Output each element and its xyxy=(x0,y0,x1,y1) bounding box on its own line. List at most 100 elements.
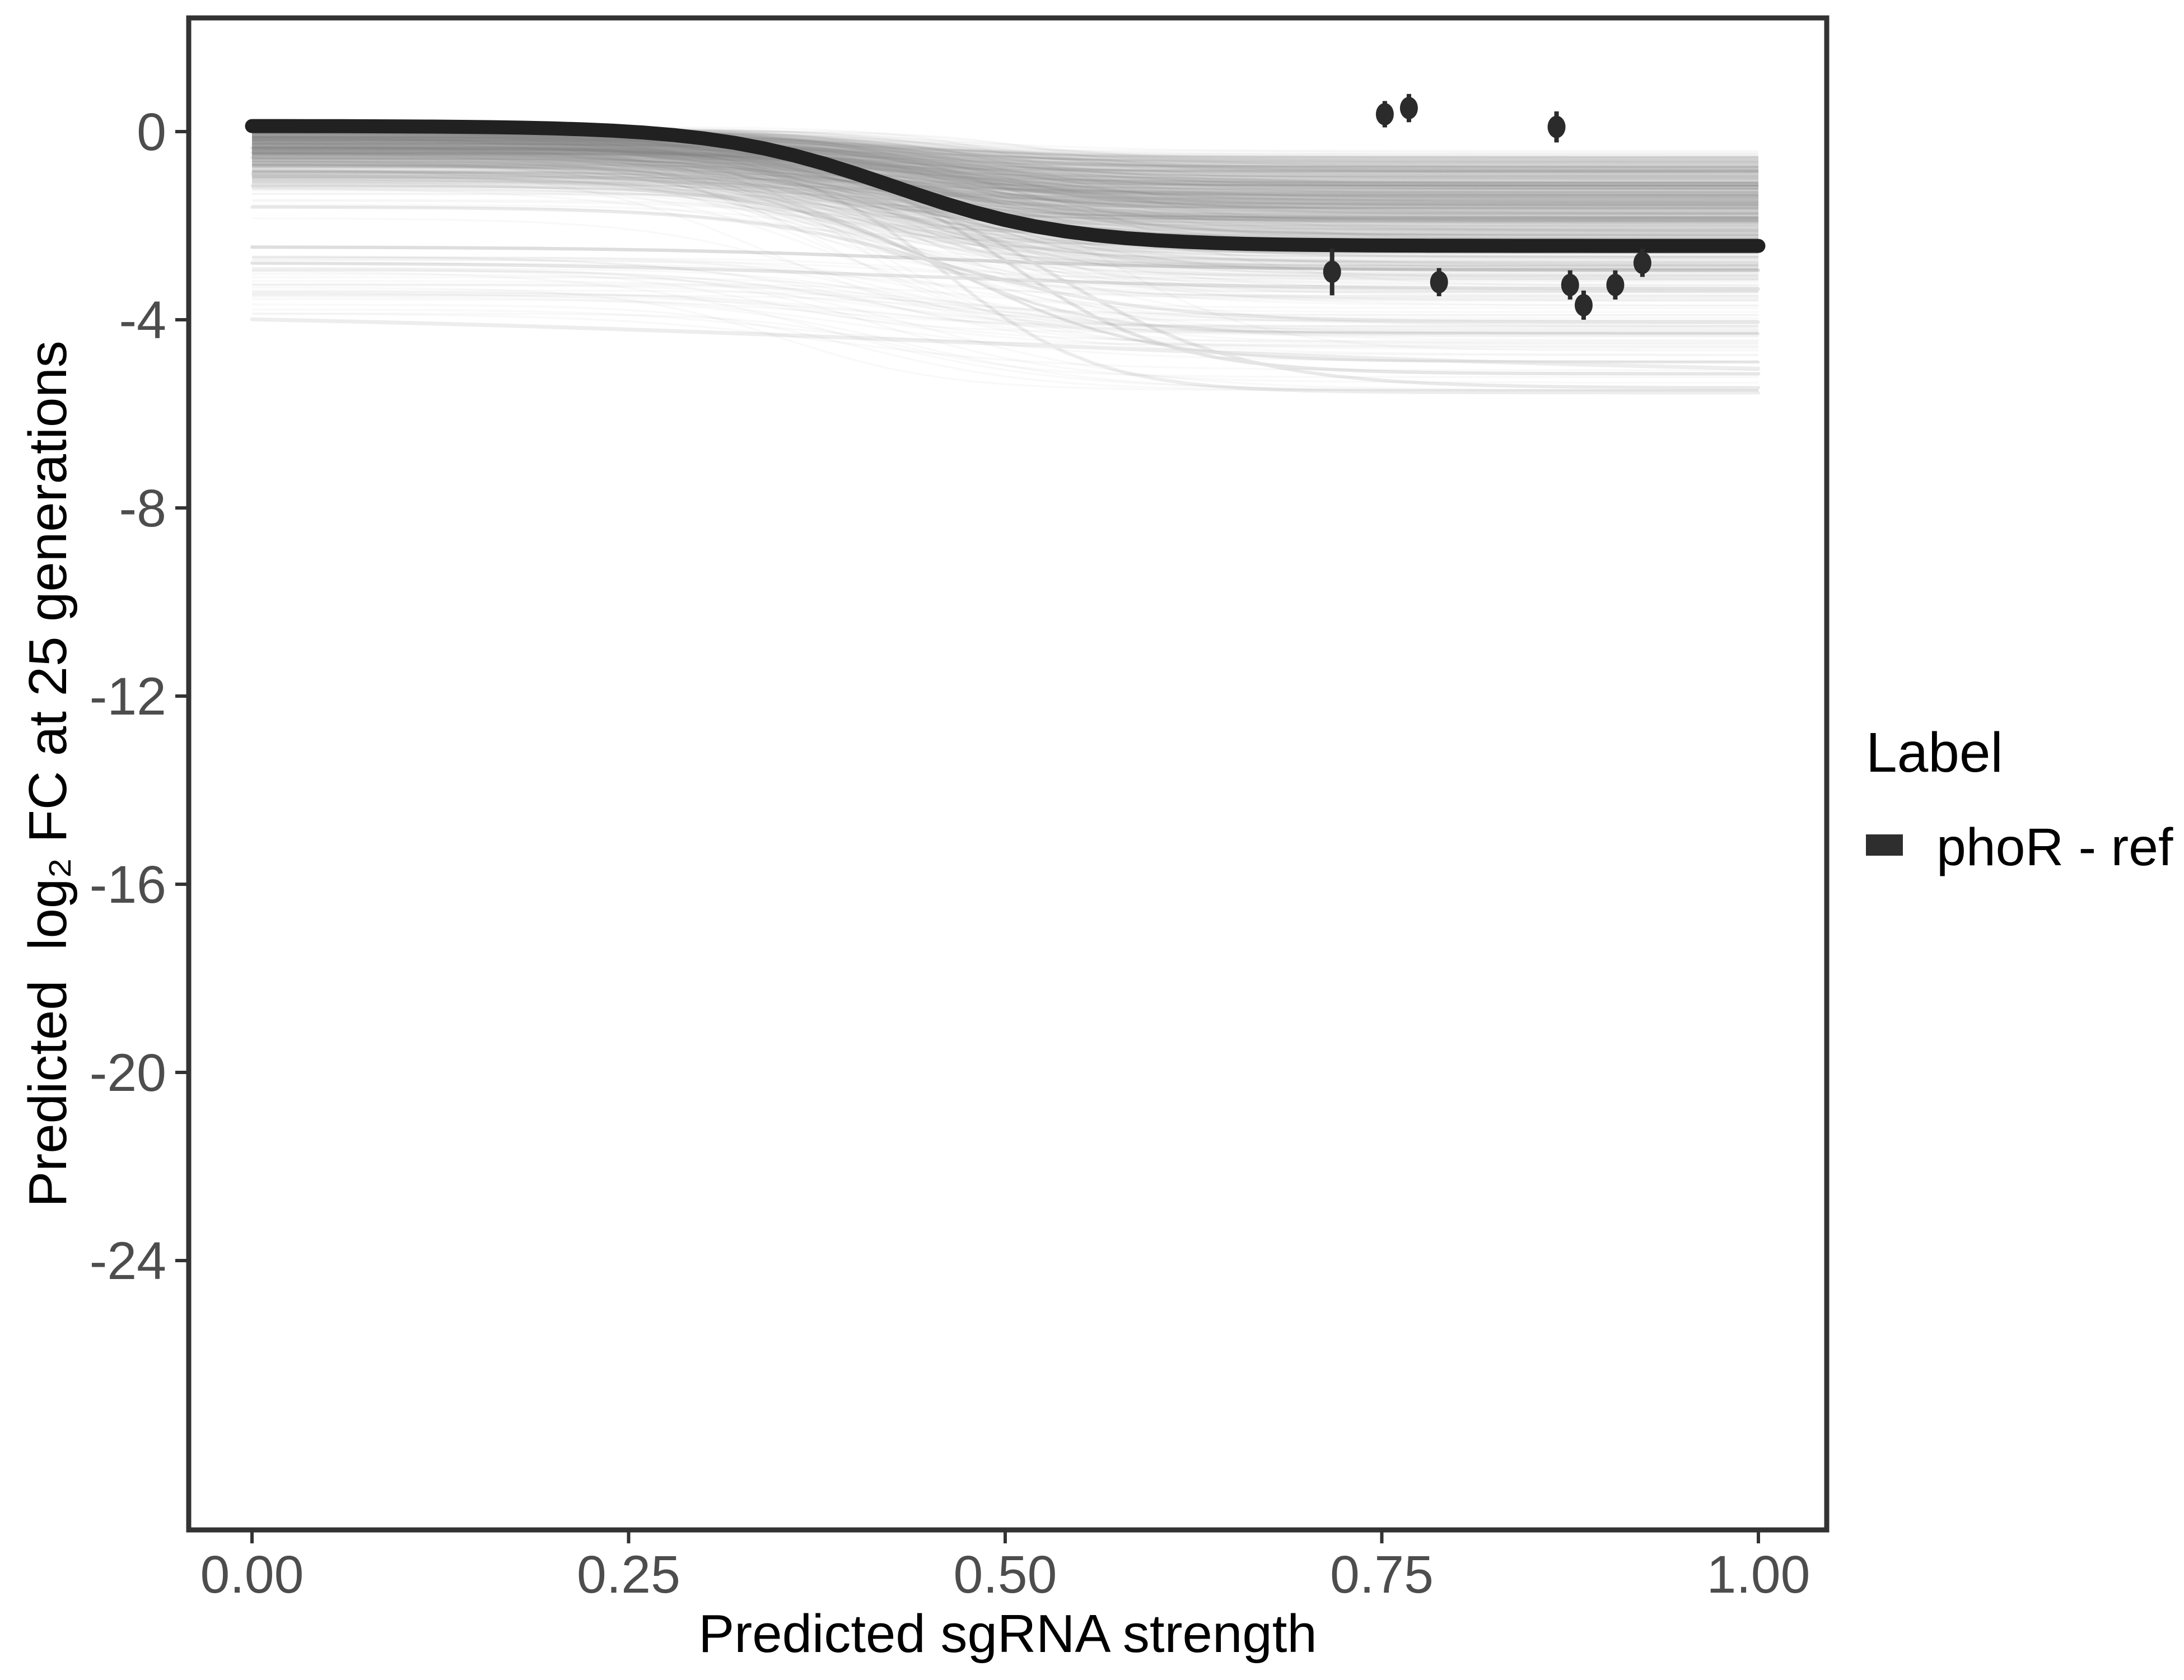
posterior-curve xyxy=(252,133,1758,166)
posterior-curve xyxy=(252,164,1758,342)
posterior-curve xyxy=(252,138,1759,174)
posterior-curve xyxy=(252,143,1758,201)
posterior-curve xyxy=(252,289,1758,331)
posterior-curve xyxy=(251,267,1759,391)
posterior-curve xyxy=(251,141,1758,198)
posterior-curve xyxy=(252,139,1758,180)
posterior-curve xyxy=(251,133,1758,180)
posterior-curve xyxy=(252,151,1758,209)
posterior-curve xyxy=(251,146,1758,225)
posterior-curve xyxy=(252,163,1758,267)
posterior-curve xyxy=(252,153,1758,190)
posterior-curve xyxy=(251,138,1758,185)
posterior-curve xyxy=(251,146,1758,188)
posterior-curve xyxy=(251,143,1758,219)
posterior-curve xyxy=(251,139,1758,204)
posterior-curve xyxy=(252,171,1759,219)
posterior-curve xyxy=(251,141,1758,174)
panel-border xyxy=(186,15,1830,1533)
posterior-curve xyxy=(252,139,1758,171)
posterior-curve xyxy=(251,164,1758,326)
posterior-curve xyxy=(252,133,1758,158)
posterior-curve xyxy=(251,142,1758,276)
posterior-curve xyxy=(252,157,1758,183)
posterior-curve xyxy=(252,164,1758,222)
posterior-curve xyxy=(251,151,1758,184)
posterior-curve xyxy=(251,143,1758,176)
posterior-curve xyxy=(252,146,1758,186)
posterior-curve xyxy=(251,161,1759,228)
posterior-curve xyxy=(251,141,1758,209)
posterior-curve xyxy=(251,153,1758,236)
x-tick-label: 0.50 xyxy=(954,1545,1057,1604)
x-axis: 0.00 0.25 0.50 0.75 1.00 xyxy=(200,1532,1810,1604)
posterior-curve xyxy=(252,161,1758,185)
posterior-curve xyxy=(252,151,1758,186)
posterior-curve xyxy=(251,145,1758,270)
posterior-curve xyxy=(252,147,1758,204)
posterior-curve xyxy=(252,142,1758,188)
posterior-curve xyxy=(251,142,1759,232)
posterior-curve xyxy=(251,163,1758,236)
posterior-curve xyxy=(252,142,1758,170)
posterior-curve xyxy=(251,160,1758,267)
posterior-curve xyxy=(252,184,1758,214)
posterior-curve xyxy=(252,135,1758,165)
posterior-curve xyxy=(251,139,1758,207)
posterior-curve xyxy=(252,151,1758,204)
posterior-curve xyxy=(252,160,1758,197)
posterior-curve xyxy=(251,161,1758,206)
legend-title: Label xyxy=(1866,721,2003,784)
posterior-curve xyxy=(251,142,1758,190)
posterior-curve xyxy=(252,142,1758,175)
posterior-curve xyxy=(252,151,1758,240)
posterior-curve xyxy=(251,144,1758,202)
posterior-curve xyxy=(252,172,1758,296)
posterior-curve xyxy=(252,135,1758,206)
posterior-curve xyxy=(252,147,1758,190)
posterior-curve xyxy=(252,255,1758,299)
posterior-curve xyxy=(252,136,1758,193)
posterior-curve xyxy=(252,137,1758,165)
posterior-curve xyxy=(251,152,1758,220)
posterior-curve xyxy=(251,186,1758,221)
posterior-curve xyxy=(251,138,1758,193)
posterior-curve xyxy=(251,137,1759,236)
posterior-curve xyxy=(252,284,1758,316)
posterior-curve xyxy=(251,133,1758,184)
posterior-curve xyxy=(252,148,1758,290)
posterior-curve xyxy=(252,152,1758,190)
posterior-curve xyxy=(251,164,1758,213)
posterior-curve xyxy=(251,154,1758,205)
posterior-curve xyxy=(252,150,1758,189)
posterior-curve xyxy=(251,174,1759,263)
posterior-curve xyxy=(251,136,1758,209)
posterior-curve xyxy=(251,158,1758,198)
posterior-curve xyxy=(251,139,1758,176)
posterior-curve xyxy=(251,177,1758,220)
posterior-curve xyxy=(252,157,1758,185)
posterior-curve xyxy=(251,176,1758,268)
data-point xyxy=(1375,102,1394,125)
posterior-curve xyxy=(252,148,1758,216)
posterior-curve xyxy=(252,152,1758,237)
posterior-curve xyxy=(252,169,1759,216)
posterior-curve xyxy=(251,146,1758,186)
posterior-curve xyxy=(252,158,1758,208)
posterior-curve xyxy=(251,136,1758,218)
posterior-curve xyxy=(251,134,1758,218)
posterior-curve xyxy=(251,139,1758,199)
posterior-curve xyxy=(251,162,1758,279)
posterior-curve xyxy=(251,153,1758,192)
posterior-curve xyxy=(251,137,1759,171)
posterior-curve xyxy=(252,158,1758,213)
posterior-curve xyxy=(252,269,1758,334)
data-point xyxy=(1633,251,1651,274)
posterior-curve xyxy=(251,270,1758,391)
posterior-curve xyxy=(252,167,1758,215)
posterior-curve xyxy=(251,141,1758,197)
posterior-curve xyxy=(252,134,1758,166)
posterior-curve xyxy=(252,133,1758,183)
posterior-curve xyxy=(252,147,1758,227)
posterior-curve xyxy=(252,276,1758,344)
